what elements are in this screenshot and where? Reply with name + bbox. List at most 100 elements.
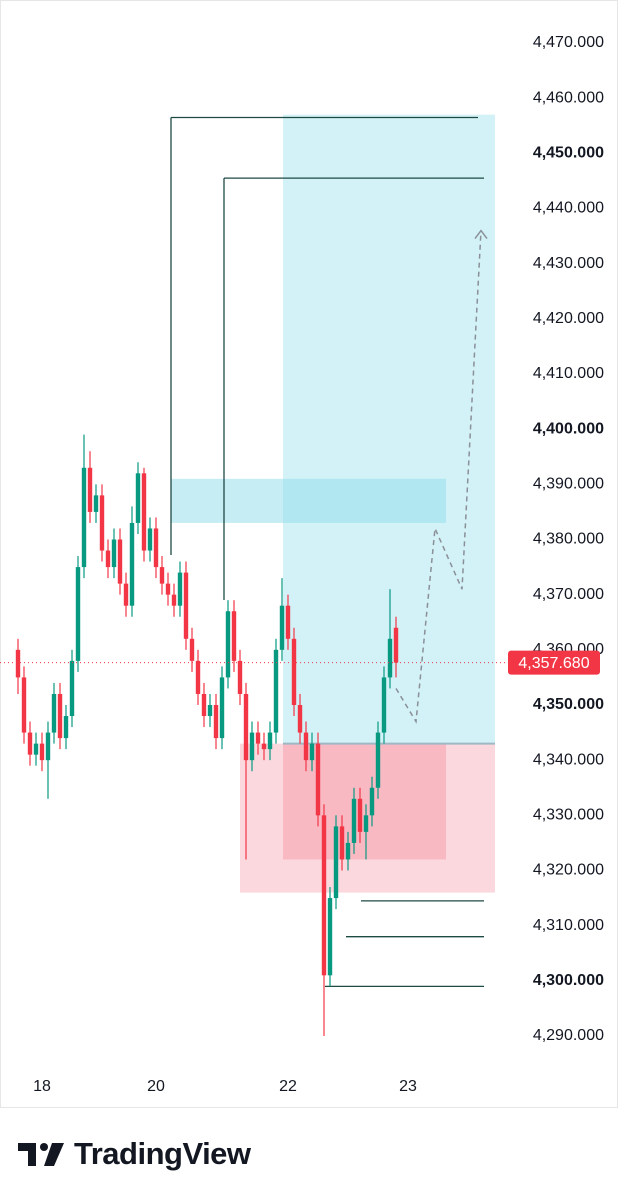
- candle-body: [111, 539, 117, 568]
- candle-body: [291, 638, 297, 705]
- candle-body: [333, 826, 339, 899]
- demand-box: [283, 743, 446, 860]
- y-tick-label: 4,290.000: [533, 1027, 604, 1044]
- y-tick-label: 4,340.000: [533, 751, 604, 768]
- y-tick-label: 4,350.000: [533, 696, 604, 713]
- y-tick-label: 4,400.000: [533, 420, 604, 437]
- candle-body: [21, 677, 27, 733]
- x-tick-label: 22: [279, 1078, 297, 1095]
- brand: TradingView: [74, 1136, 252, 1171]
- candle-body: [393, 627, 399, 663]
- y-tick-label: 4,310.000: [533, 917, 604, 934]
- candle-body: [261, 743, 267, 750]
- y-tick-label: 4,390.000: [533, 476, 604, 493]
- candle-body: [357, 798, 363, 832]
- candle-body: [159, 567, 165, 584]
- candle-body: [303, 732, 309, 761]
- candle-body: [15, 649, 21, 678]
- candle-body: [309, 743, 315, 761]
- candle-body: [327, 898, 333, 976]
- y-tick-label: 4,470.000: [533, 34, 604, 51]
- frame: [0, 0, 618, 1108]
- y-tick-label: 4,320.000: [533, 862, 604, 879]
- candle-body: [129, 522, 135, 606]
- last-price-box: [508, 650, 600, 675]
- candle-body: [363, 815, 369, 832]
- candle-body: [171, 594, 177, 606]
- candle-body: [75, 567, 81, 661]
- candle-body: [243, 693, 249, 761]
- candle-body: [183, 572, 189, 639]
- candle-body: [99, 495, 105, 551]
- y-tick-label: 4,380.000: [533, 531, 604, 548]
- logo-mark: [18, 1143, 36, 1166]
- candle-body: [177, 572, 183, 606]
- candle-body: [255, 732, 261, 744]
- candle-body: [339, 826, 345, 860]
- y-tick-label: 4,430.000: [533, 255, 604, 272]
- candle-body: [207, 705, 213, 717]
- candle-body: [51, 693, 57, 733]
- candle-body: [237, 660, 243, 694]
- candle-body: [231, 611, 237, 661]
- projection-arrow: [474, 229, 488, 240]
- y-tick-label: 4,410.000: [533, 365, 604, 382]
- candle-body: [219, 677, 225, 739]
- candle-body: [27, 732, 33, 755]
- candle-body: [189, 638, 195, 661]
- candle-body: [81, 467, 87, 568]
- candle-body: [351, 798, 357, 843]
- candle-body: [273, 649, 279, 733]
- candle-body: [285, 605, 291, 639]
- candle-body: [135, 473, 141, 523]
- candle-body: [321, 815, 327, 976]
- candle-body: [33, 743, 39, 755]
- candle-body: [387, 638, 393, 678]
- candle-body: [381, 677, 387, 733]
- y-tick-label: 4,330.000: [533, 807, 604, 824]
- candle-body: [225, 611, 231, 678]
- candle-body: [297, 705, 303, 733]
- x-tick-label: 23: [399, 1078, 417, 1095]
- candle-body: [57, 693, 63, 739]
- candle-body: [69, 660, 75, 717]
- y-tick-label: 4,440.000: [533, 200, 604, 217]
- x-tick-label: 20: [147, 1078, 165, 1095]
- candle-body: [87, 467, 93, 512]
- supply-box: [171, 478, 446, 523]
- candle-body: [39, 743, 45, 761]
- candle-body: [279, 605, 285, 650]
- candle-body: [195, 660, 201, 694]
- candle-body: [165, 583, 171, 595]
- candle-body: [147, 528, 153, 551]
- candle-body: [315, 743, 321, 816]
- y-tick-label: 4,370.000: [533, 586, 604, 603]
- last-price-label: 4,357.680: [518, 655, 589, 672]
- candle-body: [123, 583, 129, 606]
- candle-body: [105, 550, 111, 568]
- candle-body: [117, 539, 123, 584]
- candle-body: [369, 787, 375, 816]
- logo-dot: [40, 1143, 48, 1151]
- candle-body: [153, 528, 159, 568]
- y-tick-label: 4,450.000: [533, 145, 604, 162]
- logo: [18, 1143, 64, 1166]
- candle-body: [63, 716, 69, 739]
- candle-body: [45, 732, 51, 761]
- candle-body: [141, 473, 147, 551]
- projection-path: [395, 230, 482, 724]
- candle-body: [213, 705, 219, 739]
- candle-body: [201, 693, 207, 717]
- y-tick-label: 4,300.000: [533, 972, 604, 989]
- candle-body: [93, 495, 99, 512]
- candle-body: [375, 732, 381, 788]
- candle-body: [267, 732, 273, 750]
- logo-mark: [44, 1143, 64, 1166]
- candle-body: [345, 842, 351, 860]
- y-tick-label: 4,420.000: [533, 310, 604, 327]
- candle-body: [249, 732, 255, 761]
- y-tick-label: 4,460.000: [533, 89, 604, 106]
- x-tick-label: 18: [33, 1078, 51, 1095]
